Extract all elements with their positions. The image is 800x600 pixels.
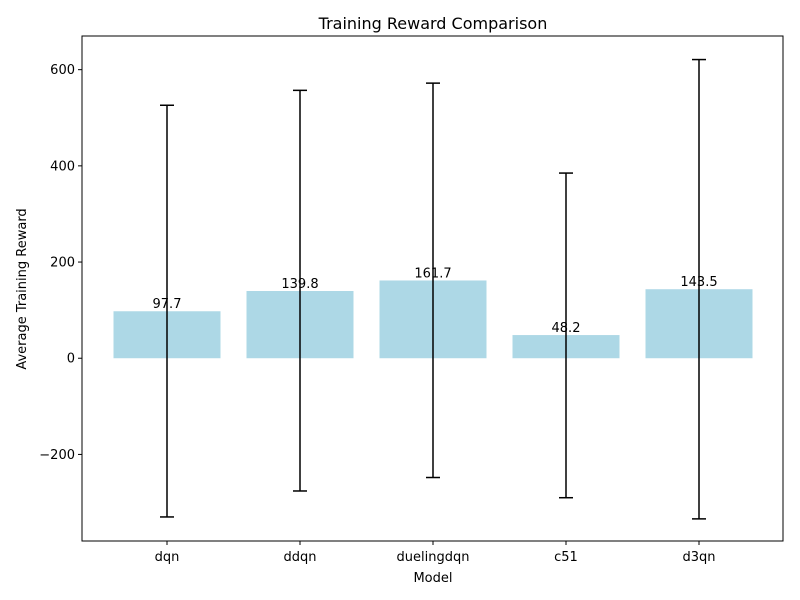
x-tick-label: ddqn	[284, 550, 317, 565]
data-label-d3qn: 143.5	[680, 275, 717, 290]
y-axis-label: Average Training Reward	[15, 208, 30, 369]
data-label-duelingdqn: 161.7	[414, 266, 451, 281]
data-label-dqn: 97.7	[153, 297, 182, 312]
errorbars-group	[160, 58, 706, 520]
x-axis-label: Model	[413, 571, 452, 586]
chart-title: Training Reward Comparison	[318, 14, 548, 33]
x-tick-label: c51	[554, 550, 578, 565]
x-tick-label: dqn	[155, 550, 180, 565]
x-axis-ticks: dqn ddqn duelingdqn c51 d3qn	[155, 541, 716, 565]
y-tick-label: −200	[39, 448, 75, 463]
data-label-ddqn: 139.8	[281, 277, 318, 292]
y-tick-label: 0	[67, 352, 75, 367]
y-tick-label: 200	[50, 256, 75, 271]
y-tick-label: 400	[50, 159, 75, 174]
y-axis-ticks: −200 0 200 400 600	[39, 63, 82, 463]
data-labels-group: 97.7 139.8 161.7 48.2 143.5	[153, 266, 718, 336]
data-label-c51: 48.2	[552, 321, 581, 336]
x-tick-label: d3qn	[682, 550, 715, 565]
x-tick-label: duelingdqn	[397, 550, 470, 565]
y-tick-label: 600	[50, 63, 75, 78]
